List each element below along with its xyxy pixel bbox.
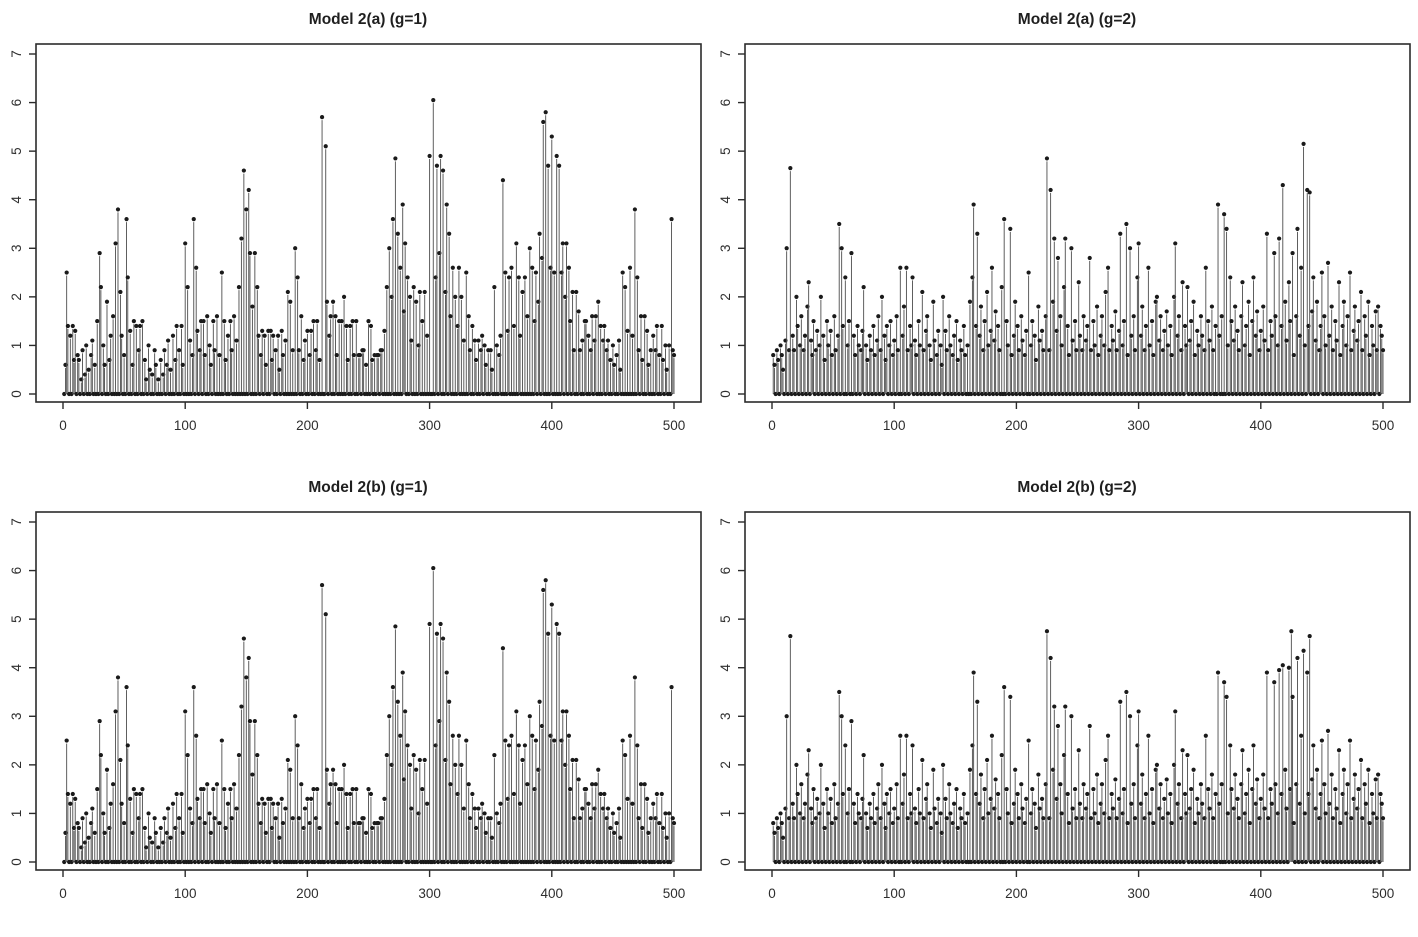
x-tick-label: 400: [541, 418, 564, 433]
y-tick-label: 3: [9, 713, 24, 721]
model-2b-g1-chart: Model 2(b) (g=1) 0 1 2 3 4 5 6 7 0 100 200 300 400 50…: [9, 479, 702, 901]
panel-title: Model 2(a) (g=2): [1018, 11, 1136, 28]
x-tick-label: 500: [1372, 886, 1395, 901]
y-tick-label: 1: [718, 810, 733, 818]
x-tick-label: 500: [663, 418, 686, 433]
x-tick-label: 0: [768, 886, 776, 901]
x-tick-label: 300: [1127, 418, 1150, 433]
panel-model-2a-g1: Model 2(a) (g=1) 0 1 2 3 4 5 6 7 0 100 200 300 400 50…: [0, 0, 709, 468]
x-tick-label: 300: [418, 418, 441, 433]
y-tick-label: 3: [9, 245, 24, 253]
y-tick-label: 3: [718, 245, 733, 253]
y-tick-label: 5: [9, 615, 24, 623]
y-tick-label: 5: [718, 147, 733, 155]
y-tick-label: 3: [718, 713, 733, 721]
y-tick-label: 1: [9, 810, 24, 818]
y-tick-label: 4: [9, 663, 24, 671]
y-tick-label: 5: [718, 615, 733, 623]
x-tick-label: 200: [296, 418, 319, 433]
x-tick-label: 100: [883, 418, 906, 433]
x-tick-label: 100: [174, 418, 197, 433]
x-tick-label: 200: [1005, 886, 1028, 901]
y-tick-label: 6: [9, 99, 24, 107]
x-tick-label: 0: [59, 418, 67, 433]
model-2b-g2-chart: Model 2(b) (g=2) 0 1 2 3 4 5 6 7 0 100 200 300 400 50…: [718, 479, 1411, 901]
y-tick-label: 4: [718, 663, 733, 671]
y-tick-label: 7: [718, 518, 733, 526]
x-tick-label: 200: [1005, 418, 1028, 433]
y-tick-label: 1: [9, 342, 24, 350]
panel-title: Model 2(b) (g=1): [308, 479, 427, 496]
y-tick-label: 0: [718, 390, 733, 398]
x-tick-label: 500: [663, 886, 686, 901]
x-tick-label: 200: [296, 886, 319, 901]
x-tick-label: 0: [59, 886, 67, 901]
x-tick-label: 400: [541, 886, 564, 901]
y-tick-label: 4: [9, 195, 24, 203]
y-tick-label: 6: [718, 99, 733, 107]
x-tick-label: 300: [1127, 886, 1150, 901]
y-tick-label: 6: [718, 567, 733, 575]
x-tick-label: 300: [418, 886, 441, 901]
panel-model-2b-g1: Model 2(b) (g=1) 0 1 2 3 4 5 6 7 0 100 200 300 400 50…: [0, 468, 709, 936]
y-tick-label: 5: [9, 147, 24, 155]
y-tick-label: 2: [718, 761, 733, 769]
x-tick-label: 100: [174, 886, 197, 901]
y-tick-label: 0: [9, 390, 24, 398]
x-tick-label: 400: [1250, 886, 1273, 901]
y-tick-label: 2: [718, 293, 733, 301]
y-tick-label: 1: [718, 342, 733, 350]
y-tick-label: 4: [718, 195, 733, 203]
x-tick-label: 0: [768, 418, 776, 433]
panel-title: Model 2(b) (g=2): [1017, 479, 1136, 496]
y-tick-label: 7: [718, 50, 733, 58]
x-tick-label: 500: [1372, 418, 1395, 433]
y-tick-label: 2: [9, 761, 24, 769]
model-2a-g2-chart: Model 2(a) (g=2) 0 1 2 3 4 5 6 7 0 100 200 300 400 50…: [718, 11, 1411, 433]
y-tick-label: 7: [9, 50, 24, 58]
panel-title: Model 2(a) (g=1): [309, 11, 427, 28]
x-tick-label: 100: [883, 886, 906, 901]
model-2a-g1-chart: Model 2(a) (g=1) 0 1 2 3 4 5 6 7 0 100 200 300 400 50…: [9, 11, 702, 433]
x-tick-label: 400: [1250, 418, 1273, 433]
y-tick-label: 0: [718, 858, 733, 866]
y-tick-label: 2: [9, 293, 24, 301]
y-tick-label: 7: [9, 518, 24, 526]
y-tick-label: 0: [9, 858, 24, 866]
y-tick-label: 6: [9, 567, 24, 575]
panel-model-2a-g2: Model 2(a) (g=2) 0 1 2 3 4 5 6 7 0 100 200 300 400 50…: [709, 0, 1418, 468]
panel-model-2b-g2: Model 2(b) (g=2) 0 1 2 3 4 5 6 7 0 100 200 300 400 50…: [709, 468, 1418, 936]
